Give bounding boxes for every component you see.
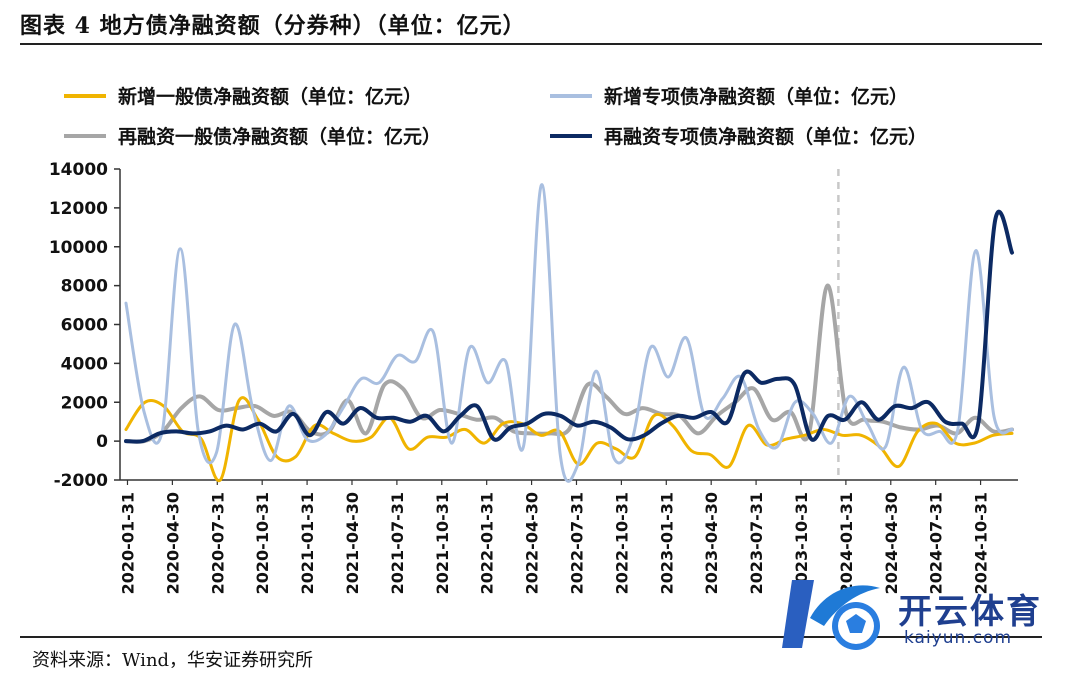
y-tick-label: 6000 bbox=[61, 316, 108, 336]
x-tick-label: 2022-04-30 bbox=[523, 492, 542, 594]
y-tick-label: 2000 bbox=[61, 393, 108, 413]
series-refi-general-bond bbox=[124, 283, 1014, 444]
x-tick-label: 2021-10-31 bbox=[433, 492, 452, 594]
x-tick-label: 2024-01-31 bbox=[837, 492, 856, 594]
y-tick-label: 0 bbox=[96, 432, 108, 452]
x-tick-label: 2020-04-30 bbox=[163, 492, 182, 594]
x-tick-label: 2024-10-31 bbox=[972, 492, 991, 594]
y-tick-label: 14000 bbox=[49, 160, 108, 180]
legend-label: 新增一般债净融资额（单位：亿元） bbox=[118, 85, 422, 108]
series-new-general-bond bbox=[124, 396, 1014, 482]
x-tick-label: 2023-10-31 bbox=[792, 492, 811, 594]
series-refi-special-bond bbox=[124, 209, 1014, 444]
watermark: 开云体育 kaiyun.com bbox=[780, 570, 1080, 660]
x-tick-label: 2023-07-31 bbox=[747, 492, 766, 594]
x-tick-label: 2021-01-31 bbox=[298, 492, 317, 594]
series-lines bbox=[124, 183, 1014, 483]
kaiyun-logo-icon bbox=[782, 580, 880, 650]
x-tick-label: 2024-04-30 bbox=[882, 492, 901, 594]
x-tick-label: 2022-01-31 bbox=[478, 492, 497, 594]
x-tick-label: 2024-07-31 bbox=[927, 492, 946, 594]
legend-label: 再融资专项债净融资额（单位：亿元） bbox=[604, 125, 927, 148]
legend-label: 再融资一般债净融资额（单位：亿元） bbox=[118, 125, 441, 148]
chart-title: 图表 4 地方债净融资额（分券种）（单位：亿元） bbox=[20, 13, 526, 39]
title-divider bbox=[20, 43, 1042, 45]
legend: 新增一般债净融资额（单位：亿元） 新增专项债净融资额（单位：亿元） 再融资一般债净融… bbox=[64, 85, 927, 148]
axes: -2000 0 2000 4000 6000 8000 10000 12000 14000 202… bbox=[49, 160, 1018, 594]
x-tick-label: 2022-10-31 bbox=[612, 492, 631, 594]
x-tick-label: 2020-01-31 bbox=[118, 492, 137, 594]
y-tick-label: 12000 bbox=[49, 199, 108, 219]
x-tick-label: 2022-07-31 bbox=[567, 492, 586, 594]
legend-label: 新增专项债净融资额（单位：亿元） bbox=[604, 85, 908, 108]
x-tick-label: 2023-04-30 bbox=[702, 492, 721, 594]
x-tick-label: 2021-04-30 bbox=[343, 492, 362, 594]
footer-divider bbox=[20, 636, 1042, 638]
y-tick-label: 4000 bbox=[61, 354, 108, 374]
line-chart: 新增一般债净融资额（单位：亿元） 新增专项债净融资额（单位：亿元） 再融资一般债净融… bbox=[49, 85, 1018, 594]
x-tick-label: 2021-07-31 bbox=[388, 492, 407, 594]
x-tick-label: 2023-01-31 bbox=[657, 492, 676, 594]
series-new-special-bond bbox=[124, 183, 1014, 483]
y-tick-label: -2000 bbox=[54, 471, 109, 491]
x-tick-label: 2020-10-31 bbox=[253, 492, 272, 594]
y-tick-label: 8000 bbox=[61, 277, 108, 297]
y-tick-label: 10000 bbox=[49, 238, 108, 258]
source-note: 资料来源：Wind，华安证券研究所 bbox=[32, 650, 314, 671]
x-tick-label: 2020-07-31 bbox=[208, 492, 227, 594]
watermark-domain: kaiyun.com bbox=[904, 628, 1013, 648]
watermark-text: 开云体育 bbox=[898, 592, 1042, 632]
